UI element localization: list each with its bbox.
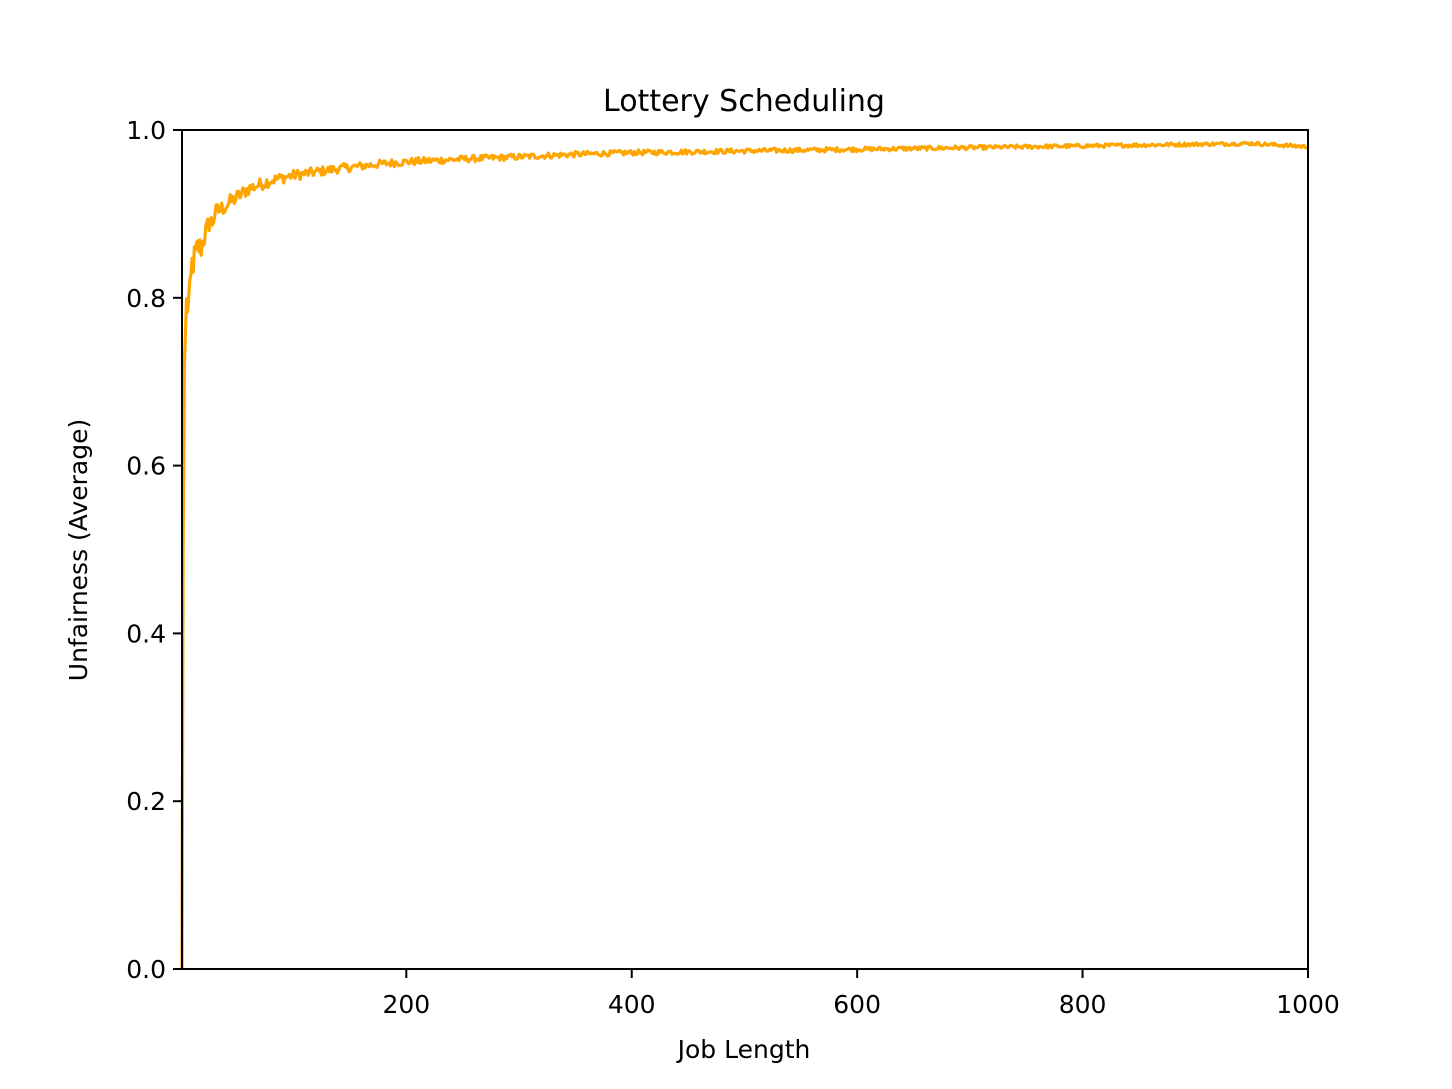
chart-title: Lottery Scheduling [603,84,885,119]
plot-area [180,140,1309,970]
y-axis-title: Unfairness (Average) [64,419,93,681]
y-tick-label: 0.2 [126,787,166,816]
y-tick-label: 0.6 [126,452,166,481]
x-tick-label: 800 [1059,990,1107,1019]
x-axis-title: Job Length [676,1035,811,1064]
axes-frame [181,129,1309,970]
y-tick-label: 0.0 [126,955,166,984]
x-tick-label: 200 [382,990,430,1019]
y-tick-label: 0.4 [126,619,166,648]
x-tick-label: 400 [608,990,656,1019]
y-tick-label: 1.0 [126,116,166,145]
y-tick-label: 0.8 [126,284,166,313]
x-tick-label: 600 [833,990,881,1019]
x-axis: 200 400 600 800 1000 [382,969,1340,1019]
y-axis: 0.0 0.2 0.4 0.6 0.8 1.0 [126,116,182,984]
series-line [180,140,1309,970]
x-tick-label: 1000 [1276,990,1340,1019]
